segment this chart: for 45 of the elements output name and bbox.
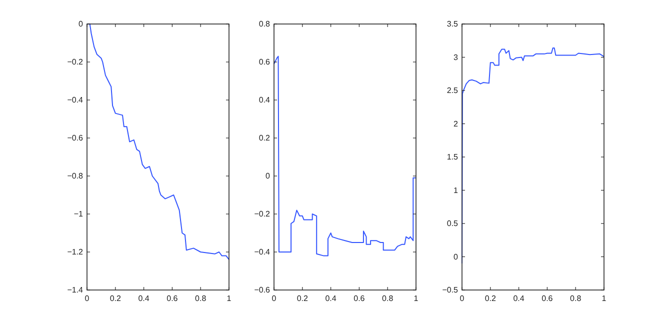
line-series	[274, 56, 416, 256]
x-tick-label: 0.8	[570, 294, 582, 303]
x-tick-label: 1	[226, 294, 232, 303]
x-tick-label: 1	[414, 294, 419, 303]
y-tick-label: −0.4	[254, 248, 271, 257]
y-tick-label: −0.6	[67, 134, 84, 143]
y-tick-label: −1.4	[67, 286, 84, 295]
x-tick-label: 1	[602, 294, 607, 303]
x-tick-label: 0.6	[542, 294, 554, 303]
y-tick-label: 0.5	[446, 219, 459, 228]
y-tick-label: 0.6	[258, 58, 271, 67]
y-tick-label: 2	[454, 119, 459, 128]
x-tick-label: 0	[460, 294, 465, 303]
x-tick-label: 0	[84, 294, 90, 303]
line-series	[86, 24, 230, 260]
y-tick-label: 0	[454, 252, 459, 262]
x-tick-label: 0.2	[296, 294, 309, 303]
y-tick-label: 0.8	[258, 20, 271, 29]
y-tick-label: −0.8	[67, 172, 84, 181]
y-tick-label: −0.6	[254, 286, 271, 295]
y-tick-label: 0.4	[258, 96, 271, 105]
y-tick-label: 2.5	[446, 86, 459, 96]
y-tick-label: −1	[74, 210, 84, 219]
x-tick-label: 0.6	[166, 294, 178, 303]
y-tick-label: −0.2	[254, 210, 271, 219]
x-tick-label: 0.4	[325, 294, 337, 303]
y-tick-label: −1.2	[67, 248, 84, 257]
x-tick-label: 0	[272, 294, 277, 303]
x-tick-label: 0.2	[110, 294, 122, 303]
y-tick-label: 3	[454, 52, 459, 62]
x-tick-label: 0.2	[484, 294, 497, 303]
y-tick-label: −0.2	[67, 58, 84, 67]
x-tick-label: 0.8	[195, 294, 207, 303]
y-tick-label: 1.5	[446, 152, 459, 162]
y-tick-label: 0	[266, 172, 271, 181]
y-tick-label: −0.4	[67, 96, 84, 105]
y-tick-label: 0.2	[258, 134, 271, 143]
x-tick-label: 0.6	[354, 294, 366, 303]
y-tick-label: 1	[454, 186, 459, 195]
x-tick-label: 0.4	[138, 294, 150, 303]
y-tick-label: 3.5	[446, 20, 459, 29]
x-tick-label: 0.8	[382, 294, 394, 303]
y-tick-label: −0.5	[442, 286, 459, 295]
x-tick-label: 0.4	[513, 294, 525, 303]
y-tick-label: 0	[78, 20, 84, 29]
